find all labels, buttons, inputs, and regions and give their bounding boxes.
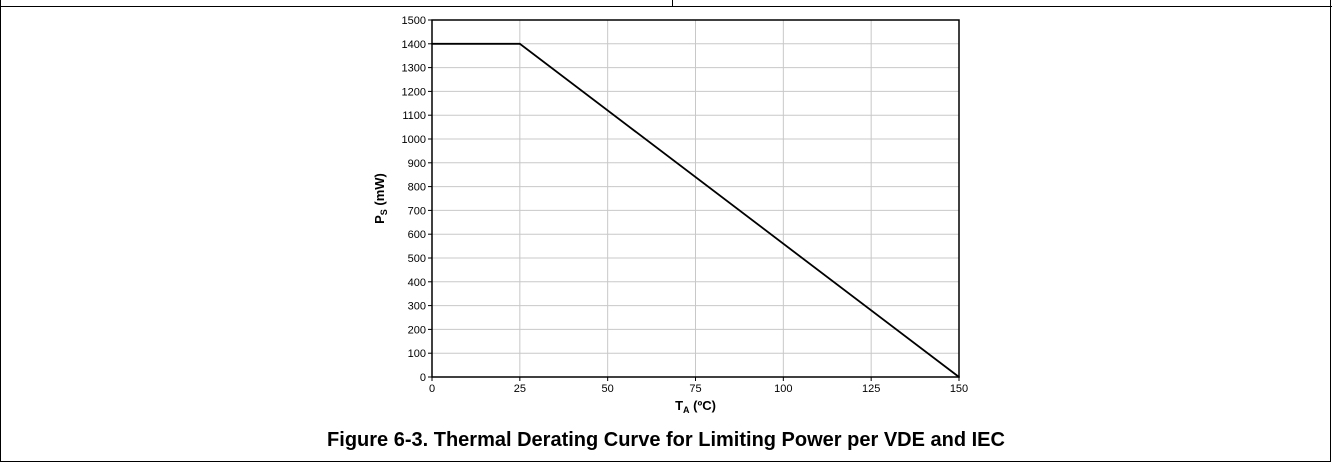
- header-divider: [0, 0, 1332, 7]
- y-tick-label: 1200: [402, 86, 426, 98]
- y-tick-label: 200: [408, 324, 426, 336]
- y-tick-label: 900: [408, 158, 426, 170]
- y-axis-title-unit: (mW): [372, 173, 387, 209]
- y-axis-title: PS (mW): [372, 173, 389, 224]
- figure-caption: Figure 6-3. Thermal Derating Curve for L…: [327, 429, 1005, 451]
- y-tick-label: 400: [408, 277, 426, 289]
- y-tick-label: 100: [408, 348, 426, 360]
- chart-grid: [432, 20, 959, 377]
- x-tick-label: 50: [602, 383, 614, 395]
- chart-tick-labels: 0 25 50 75 100 125 150010020030040050060070080…: [402, 15, 969, 395]
- y-tick-label: 0: [420, 372, 426, 384]
- y-axis-title-main: P: [372, 215, 387, 224]
- y-axis-title-subscript: S: [379, 209, 389, 215]
- x-axis-title: TA (ºC): [675, 398, 716, 415]
- y-tick-label: 1000: [402, 134, 426, 146]
- derating-curve-point: [518, 42, 521, 45]
- header-column-divider: [672, 0, 673, 7]
- x-tick-label: 75: [689, 383, 701, 395]
- x-tick-label: 25: [514, 383, 526, 395]
- x-tick-label: 0: [429, 383, 435, 395]
- y-tick-label: 1100: [402, 110, 426, 122]
- x-axis-title-unit: (ºC): [690, 398, 716, 413]
- y-tick-label: 700: [408, 205, 426, 217]
- y-tick-label: 600: [408, 229, 426, 241]
- x-tick-label: 100: [774, 383, 792, 395]
- x-axis-title-main: T: [675, 398, 683, 413]
- x-axis-title-subscript: A: [683, 405, 690, 415]
- derating-chart: 0 25 50 75 100 125 150010020030040050060070080…: [372, 15, 969, 415]
- x-tick-label: 125: [862, 383, 880, 395]
- chart-ticks: [428, 19, 960, 381]
- y-tick-label: 800: [408, 182, 426, 194]
- y-tick-label: 300: [408, 301, 426, 313]
- x-tick-label: 150: [950, 383, 968, 395]
- y-tick-label: 1400: [402, 39, 426, 51]
- y-tick-label: 500: [408, 253, 426, 265]
- y-tick-label: 1300: [402, 63, 426, 75]
- y-tick-label: 1500: [402, 15, 426, 27]
